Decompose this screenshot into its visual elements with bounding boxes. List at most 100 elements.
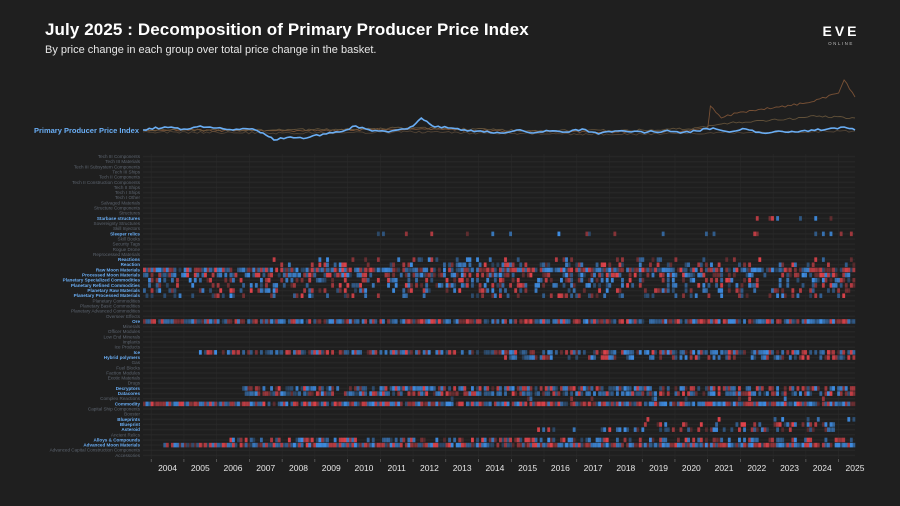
heatmap-cell [827, 262, 830, 268]
heatmap-cell [699, 350, 703, 355]
heatmap-cell [771, 401, 774, 407]
heatmap-cell [740, 293, 744, 298]
heatmap-cell [778, 319, 782, 324]
heatmap-cell [224, 319, 228, 324]
heatmap-cell [649, 267, 652, 273]
heatmap-cell [712, 350, 716, 355]
heatmap-cell [476, 293, 479, 298]
heatmap-cell [516, 401, 520, 407]
heatmap-cell [661, 401, 665, 407]
heatmap-cell [206, 277, 210, 283]
heatmap-cell [636, 442, 640, 448]
heatmap-cell [155, 277, 159, 283]
heatmap-cell [549, 293, 553, 298]
heatmap-cell [287, 391, 291, 396]
heatmap-cell [814, 257, 818, 262]
heatmap-cell [425, 442, 429, 448]
heatmap-cell [295, 277, 299, 283]
heatmap-cell [277, 272, 281, 278]
heatmap-cell [725, 319, 729, 324]
heatmap-cell [435, 401, 439, 407]
heatmap-cell [771, 350, 774, 355]
heatmap-cell [242, 267, 246, 273]
heatmap-cell [346, 272, 350, 278]
heatmap-cell [699, 442, 703, 448]
heatmap-cell [351, 401, 355, 407]
heatmap-cell [697, 350, 701, 355]
heatmap-cell [732, 391, 736, 396]
heatmap-cell [440, 386, 444, 391]
heatmap-cell [415, 401, 418, 407]
heatmap-cell [427, 288, 431, 293]
heatmap-cell [402, 350, 406, 355]
heatmap-cell [295, 386, 299, 391]
heatmap-cell [829, 319, 833, 324]
heatmap-cell [689, 272, 693, 278]
heatmap-cell [689, 391, 693, 396]
heatmap-cell [837, 277, 841, 283]
heatmap-cell [326, 267, 329, 273]
heatmap-cell [689, 293, 693, 298]
heatmap-cell [511, 355, 515, 360]
heatmap-cell [687, 401, 691, 407]
heatmap-cell [338, 288, 342, 293]
heatmap-cell [387, 283, 390, 288]
heatmap-cell [651, 401, 655, 407]
heatmap-cell [570, 386, 574, 391]
heatmap-cell [781, 401, 785, 407]
heatmap-cell [590, 267, 594, 273]
heatmap-cell [552, 442, 556, 448]
heatmap-cell [511, 267, 515, 273]
heatmap-cell [745, 386, 749, 391]
heatmap-cell [806, 355, 810, 360]
heatmap-cell [649, 386, 652, 391]
heatmap-cell [496, 283, 500, 288]
heatmap-cell [707, 386, 711, 391]
row-label: Ore [132, 319, 140, 324]
heatmap-cell [252, 267, 256, 273]
heatmap-cell [776, 401, 780, 407]
heatmap-cell [476, 386, 479, 391]
heatmap-cell [415, 277, 418, 283]
heatmap-cell [755, 283, 759, 288]
heatmap-cell [504, 437, 507, 443]
heatmap-cell [816, 277, 820, 283]
heatmap-cell [694, 319, 698, 324]
heatmap-cell [753, 355, 757, 360]
heatmap-cell [549, 355, 553, 360]
heatmap-cell [420, 437, 424, 443]
heatmap-cell [793, 437, 797, 443]
heatmap-cell [356, 386, 360, 391]
heatmap-cell [544, 401, 548, 407]
heatmap-cell [272, 257, 276, 262]
heatmap-cell [725, 355, 729, 360]
index-series-line [142, 116, 856, 141]
heatmap-cell [791, 262, 795, 268]
heatmap-cell [160, 272, 164, 278]
heatmap-cell [483, 267, 487, 273]
heatmap-cell [649, 262, 652, 268]
heatmap-cell [577, 293, 581, 298]
heatmap-cell [529, 391, 533, 396]
heatmap-cell [651, 396, 655, 402]
heatmap-cell [814, 277, 818, 283]
row-label: Reprocessed Materials [93, 252, 141, 257]
heatmap-cell [633, 272, 637, 278]
heatmap-cell [626, 350, 629, 355]
heatmap-cell [671, 442, 675, 448]
heatmap-cell [628, 386, 632, 391]
heatmap-cell [633, 401, 637, 407]
heatmap-cell [547, 401, 551, 407]
heatmap-cell [532, 442, 535, 448]
heatmap-cell [842, 350, 846, 355]
heatmap-cell [366, 350, 370, 355]
heatmap-cell [265, 288, 268, 293]
heatmap-cell [575, 319, 579, 324]
heatmap-cell [437, 283, 441, 288]
heatmap-cell [486, 272, 490, 278]
heatmap-cell [801, 267, 805, 273]
heatmap-cell [552, 427, 556, 432]
heatmap-cell [621, 386, 624, 391]
heatmap-cell [371, 283, 375, 288]
heatmap-cell [557, 267, 561, 273]
